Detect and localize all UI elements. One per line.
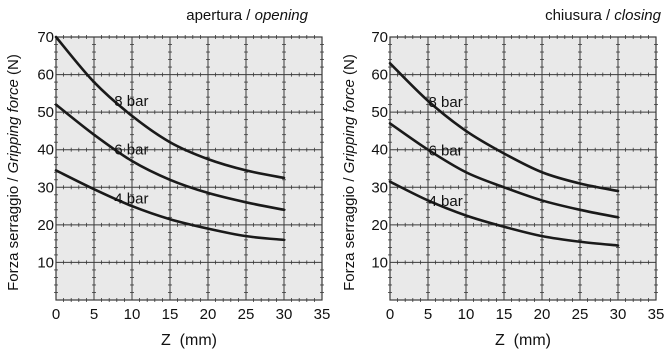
x-tick-label: 30 xyxy=(610,306,627,323)
x-tick-label: 30 xyxy=(276,306,293,323)
y-tick-label: 20 xyxy=(37,217,54,234)
x-tick-label: 5 xyxy=(424,306,432,323)
series-label: 8 bar xyxy=(429,94,463,111)
y-tick-label: 10 xyxy=(37,254,54,271)
chart-title: chiusura / closing xyxy=(545,7,662,24)
chart-title-plain: apertura / xyxy=(186,7,254,24)
chart-title-italic: opening xyxy=(255,7,309,24)
minor-ticks xyxy=(54,35,324,302)
y-tick-label: 40 xyxy=(37,142,54,159)
series-line-4-bar xyxy=(54,169,286,242)
y-tick-label: 20 xyxy=(371,217,388,234)
series-label: 6 bar xyxy=(429,143,463,160)
x-tick-label: 0 xyxy=(52,306,60,323)
y-axis-label-unit: (N) xyxy=(341,54,358,79)
minor-ticks xyxy=(388,35,658,302)
series-line-8-bar xyxy=(54,35,286,180)
y-tick-label: 50 xyxy=(37,104,54,121)
x-tick-label: 25 xyxy=(572,306,589,323)
series-label: 4 bar xyxy=(429,193,463,210)
x-tick-label: 35 xyxy=(314,306,331,323)
y-axis-label-italic: Gripping force xyxy=(341,79,358,173)
y-tick-label: 70 xyxy=(371,29,388,46)
grid xyxy=(55,36,323,301)
y-tick-label: 30 xyxy=(37,179,54,196)
chart-opening: 0 5 10 15 20 25 30 35 10 20 30 40 50 60 70 8 bar 6 bar 4 … xyxy=(5,7,330,349)
y-axis-label: Forza serraggio / Gripping force (N) xyxy=(341,54,358,291)
plot-area xyxy=(390,37,656,300)
y-axis-label-italic: Gripping force xyxy=(5,79,22,173)
x-tick-label: 5 xyxy=(90,306,98,323)
y-tick-label: 30 xyxy=(371,179,388,196)
y-axis-label-unit: (N) xyxy=(5,54,22,79)
x-tick-label: 25 xyxy=(238,306,255,323)
series-label: 6 bar xyxy=(114,141,148,158)
y-tick-label: 10 xyxy=(371,254,388,271)
plot-area xyxy=(56,37,322,300)
series-label: 8 bar xyxy=(114,93,148,110)
plot-frame xyxy=(389,36,657,301)
series-line-8-bar xyxy=(388,62,620,193)
chart-title-italic: closing xyxy=(614,7,661,24)
series-line-4-bar xyxy=(388,180,620,247)
y-axis-label-plain: Forza serraggio / xyxy=(341,173,358,291)
x-tick-label: 20 xyxy=(534,306,551,323)
x-tick-label: 10 xyxy=(124,306,141,323)
chart-title-plain: chiusura / xyxy=(545,7,614,24)
series-line-6-bar xyxy=(388,122,620,219)
x-axis-label: Z (mm) xyxy=(495,332,551,349)
chart-title: apertura / opening xyxy=(186,7,308,24)
y-tick-label: 50 xyxy=(371,104,388,121)
x-tick-label: 10 xyxy=(458,306,475,323)
x-tick-label: 35 xyxy=(648,306,665,323)
series-label: 4 bar xyxy=(114,191,148,208)
x-tick-label: 0 xyxy=(386,306,394,323)
x-tick-label: 20 xyxy=(200,306,217,323)
y-tick-label: 40 xyxy=(371,142,388,159)
y-axis-label-plain: Forza serraggio / xyxy=(5,173,22,291)
y-tick-label: 60 xyxy=(37,67,54,84)
x-axis-label: Z (mm) xyxy=(161,332,217,349)
x-tick-label: 15 xyxy=(496,306,513,323)
chart-closing: 0 5 10 15 20 25 30 35 10 20 30 40 50 60 70 8 bar 6 bar 4 … xyxy=(341,7,664,349)
x-tick-label: 15 xyxy=(162,306,179,323)
plot-frame xyxy=(55,36,323,301)
y-axis-label: Forza serraggio / Gripping force (N) xyxy=(5,54,22,291)
y-tick-label: 60 xyxy=(371,67,388,84)
series-line-6-bar xyxy=(54,103,286,212)
grid xyxy=(389,36,657,301)
y-tick-label: 70 xyxy=(37,29,54,46)
